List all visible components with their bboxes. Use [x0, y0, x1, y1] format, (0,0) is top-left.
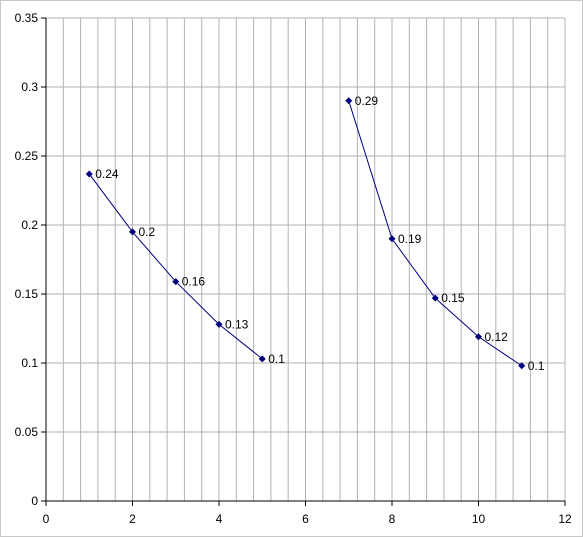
- series-2-point: [345, 97, 353, 105]
- y-tick-label: 0.25: [15, 149, 39, 163]
- x-tick-label: 12: [558, 512, 572, 526]
- series-2-data-label: 0.29: [355, 94, 379, 108]
- x-tick-label: 6: [302, 512, 309, 526]
- series-2-point: [388, 235, 396, 243]
- gridlines: [46, 17, 566, 501]
- series-2-point: [431, 294, 439, 302]
- series-2-data-label: 0.15: [441, 291, 465, 305]
- y-tick-label: 0.2: [21, 218, 38, 232]
- series-1-point: [129, 228, 136, 236]
- series-1-data-label: 0.16: [182, 275, 206, 289]
- x-tick-label: 2: [129, 512, 136, 526]
- series-1-point: [85, 170, 93, 178]
- x-tick-label: 8: [389, 512, 396, 526]
- x-tick-label: 10: [472, 512, 486, 526]
- series-1-point: [258, 355, 266, 363]
- x-tick-label: 0: [43, 512, 50, 526]
- series-2-data-label: 0.19: [398, 232, 422, 246]
- series-2-point: [475, 333, 482, 341]
- series-1-data-label: 0.1: [268, 352, 285, 366]
- y-tick-label: 0.3: [21, 80, 38, 94]
- series-2-data-label: 0.12: [485, 330, 509, 344]
- series-1-data-label: 0.13: [225, 317, 249, 331]
- y-tick-label: 0.05: [15, 425, 39, 439]
- y-tick-label: 0.35: [15, 11, 39, 25]
- series-1-point: [215, 320, 223, 328]
- series: 0.24 0.2 0.16 0.13 0.1 0.29 0.19 0.15 0.12 0.1: [85, 94, 545, 373]
- series-1-point: [172, 278, 180, 286]
- x-tick-label: 4: [216, 512, 223, 526]
- y-tick-label: 0.1: [21, 356, 38, 370]
- series-2-data-label: 0.1: [528, 359, 545, 373]
- tick-labels: 0 0.05 0.1 0.15 0.2 0.25 0.3 0.35 0 2 4 6 8 10 12: [15, 11, 572, 526]
- series-1-data-label: 0.24: [95, 167, 119, 181]
- series-2-point: [518, 362, 526, 370]
- axes: [41, 17, 566, 506]
- y-tick-label: 0.15: [15, 287, 39, 301]
- y-tick-label: 0: [31, 494, 38, 508]
- series-1-data-label: 0.2: [139, 225, 156, 239]
